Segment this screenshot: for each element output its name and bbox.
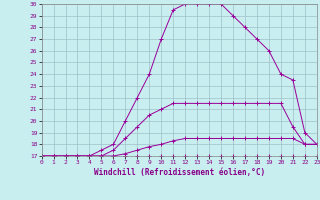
X-axis label: Windchill (Refroidissement éolien,°C): Windchill (Refroidissement éolien,°C)	[94, 168, 265, 177]
